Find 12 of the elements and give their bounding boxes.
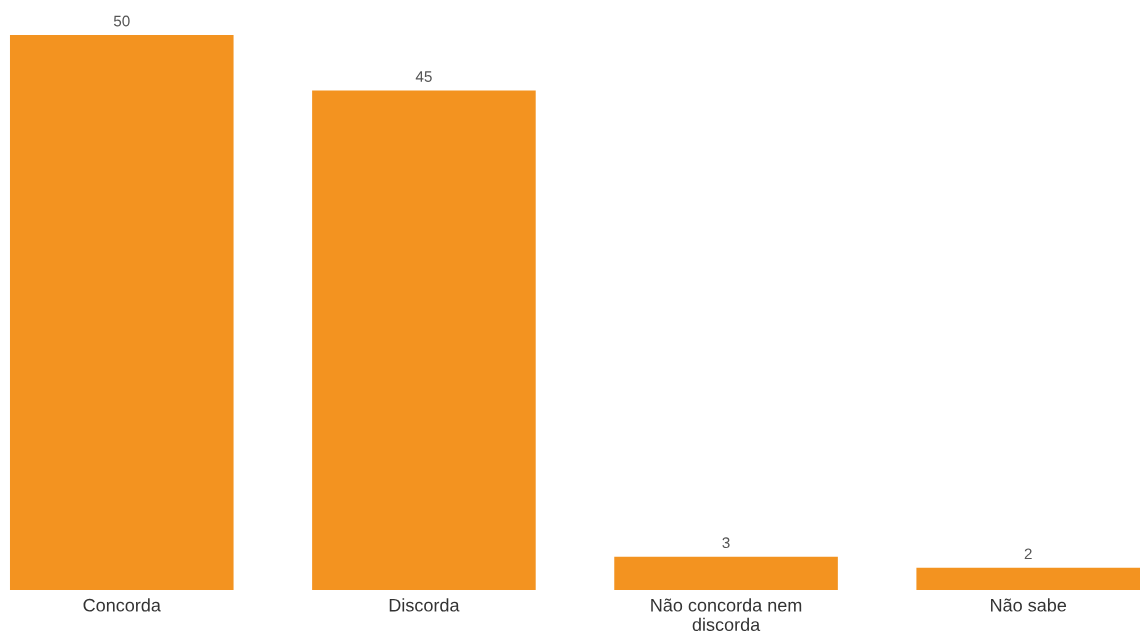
data-label: 3	[722, 537, 730, 549]
bar	[614, 556, 838, 590]
x-tick-label: Não sabe	[991, 598, 1067, 612]
bar	[916, 567, 1140, 590]
x-tick-label: Não concorda nem discorda	[651, 598, 802, 632]
bar	[312, 90, 536, 590]
bar	[9, 35, 234, 590]
data-label: 50	[113, 15, 130, 27]
x-tick-label: Discorda	[389, 598, 460, 612]
x-tick-label: Concorda	[83, 598, 161, 612]
data-label: 45	[415, 71, 432, 82]
data-label: 2	[1024, 548, 1032, 560]
